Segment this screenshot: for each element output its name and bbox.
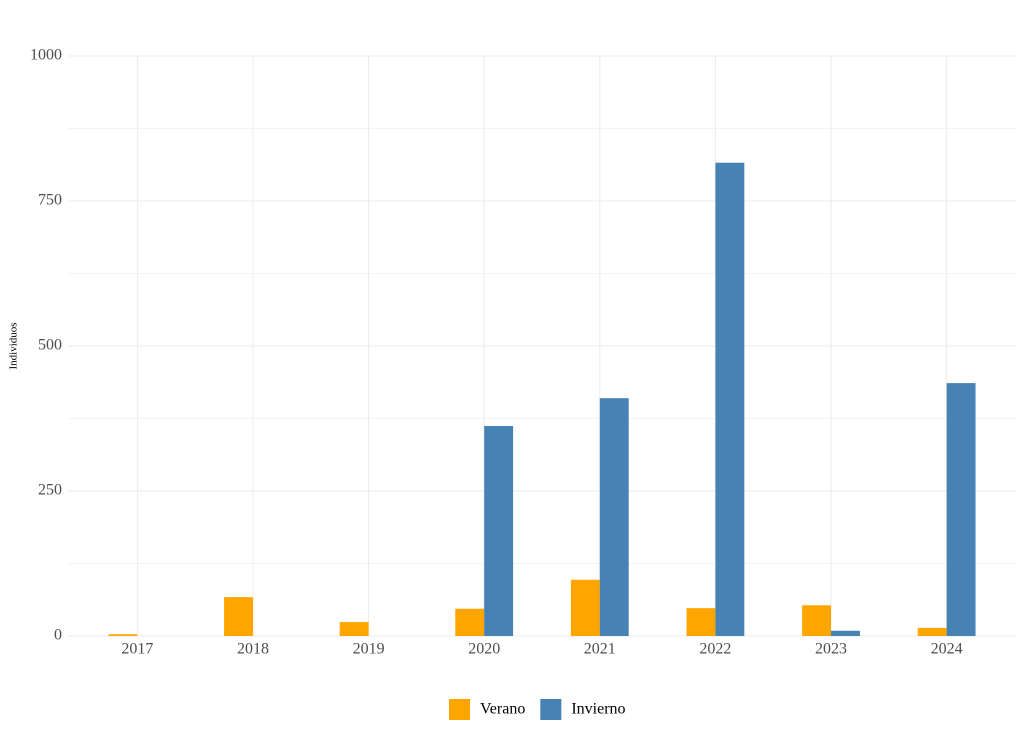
legend-swatch [449, 699, 470, 720]
bar [686, 608, 716, 636]
y-tick-label: 1000 [30, 47, 62, 64]
y-tick-label: 250 [38, 482, 62, 499]
legend-swatch [540, 699, 562, 720]
x-tick-label: 2019 [353, 641, 385, 658]
bar [455, 608, 485, 636]
y-tick-label: 0 [54, 627, 62, 644]
bar [917, 627, 947, 636]
bar [224, 597, 253, 636]
x-tick-label: 2022 [699, 641, 731, 658]
y-tick-label: 750 [38, 192, 62, 209]
bar [831, 630, 860, 636]
legend-label: Verano [480, 701, 525, 718]
bar [599, 398, 629, 636]
legend-label: Invierno [571, 701, 625, 718]
bar [802, 605, 832, 636]
x-tick-label: 2024 [931, 641, 963, 658]
bar [108, 634, 138, 636]
x-tick-label: 2017 [121, 641, 153, 658]
bar [946, 383, 976, 636]
bar [715, 162, 745, 636]
x-tick-label: 2021 [584, 641, 616, 658]
bar [484, 426, 514, 636]
x-tick-label: 2020 [468, 641, 500, 658]
x-tick-label: 2023 [815, 641, 847, 658]
bar [570, 579, 600, 636]
x-tick-label: 2018 [237, 641, 269, 658]
y-tick-label: 500 [38, 337, 62, 354]
y-axis-label: Individuos [8, 322, 20, 369]
bar [339, 622, 369, 636]
